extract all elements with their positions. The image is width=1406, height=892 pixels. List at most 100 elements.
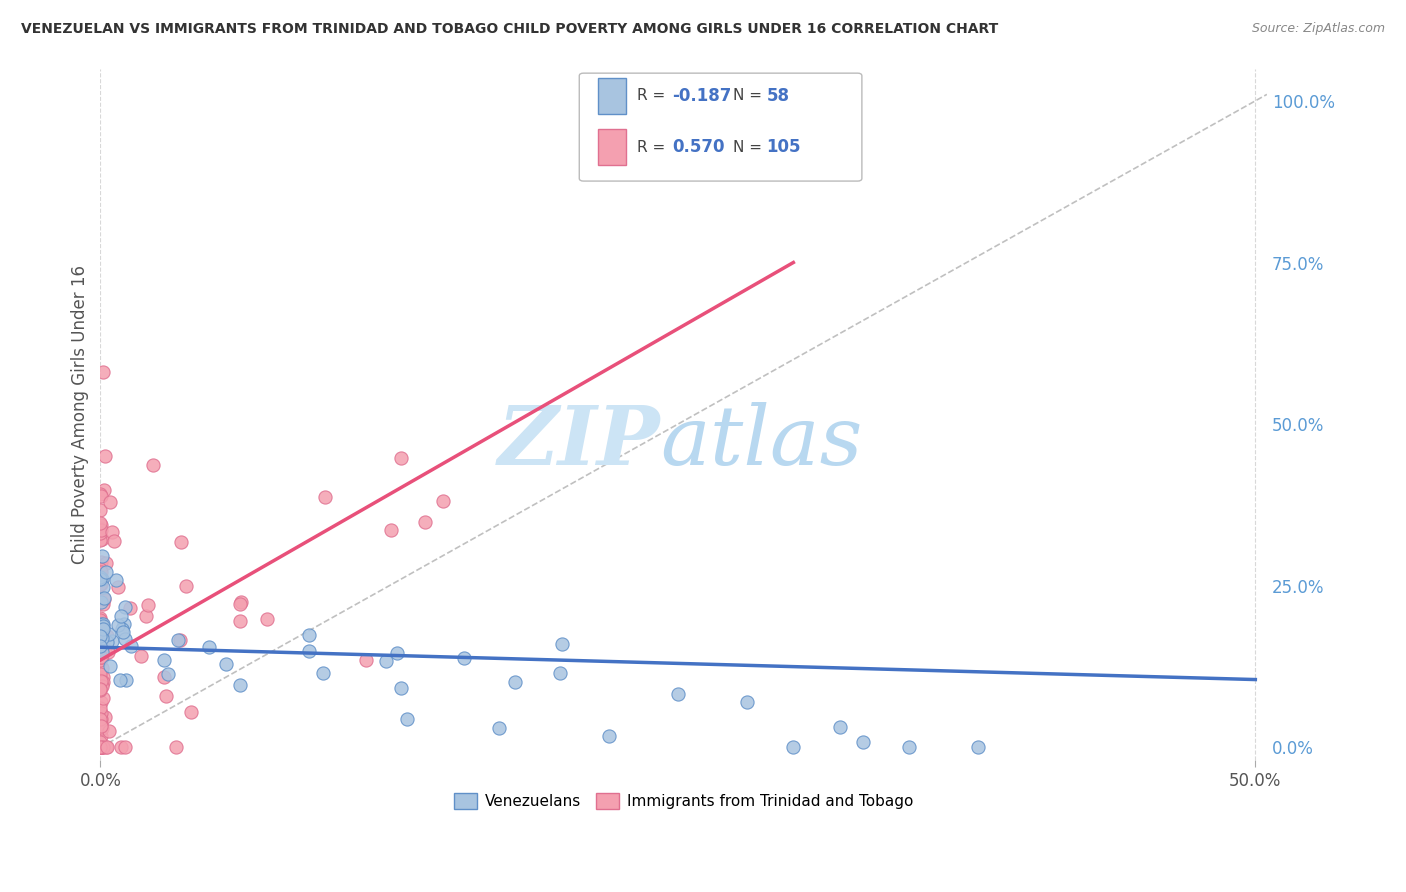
Point <box>114 740 136 755</box>
Text: R =: R = <box>637 88 671 103</box>
Y-axis label: Child Poverty Among Girls Under 16: Child Poverty Among Girls Under 16 <box>72 265 89 564</box>
Point <box>98 494 121 508</box>
Point <box>90 615 112 630</box>
Point <box>100 634 122 648</box>
Point <box>89 653 111 667</box>
Point <box>153 653 176 667</box>
Point <box>90 650 112 665</box>
Point <box>91 670 114 684</box>
Point <box>90 615 112 629</box>
Point <box>96 634 118 648</box>
Point <box>91 635 114 649</box>
Point <box>967 740 990 755</box>
Point <box>91 580 114 594</box>
Point <box>90 679 112 693</box>
Point <box>550 666 572 681</box>
Point <box>153 670 176 684</box>
Point <box>97 645 120 659</box>
Point <box>111 622 134 636</box>
Text: atlas: atlas <box>661 402 863 483</box>
Point <box>91 674 114 689</box>
Point <box>89 740 111 755</box>
Point <box>374 654 396 668</box>
Point <box>90 740 112 755</box>
Point <box>90 624 112 639</box>
Text: ZIP: ZIP <box>498 402 661 483</box>
Text: 0.570: 0.570 <box>672 138 724 156</box>
Point <box>488 721 510 735</box>
Point <box>89 735 111 749</box>
Point <box>89 646 111 660</box>
Point <box>312 666 335 681</box>
Point <box>94 565 117 579</box>
Point <box>110 740 132 755</box>
Point <box>91 598 114 612</box>
Point <box>93 591 115 606</box>
Point <box>89 516 111 530</box>
Point <box>110 609 132 624</box>
Point <box>166 633 188 648</box>
Point <box>90 706 112 721</box>
Point <box>91 532 114 546</box>
Point <box>897 740 920 755</box>
Point <box>135 608 157 623</box>
Text: R =: R = <box>637 140 671 154</box>
Point <box>89 671 111 685</box>
Point <box>89 503 111 517</box>
Point <box>782 740 804 755</box>
Point <box>89 666 111 681</box>
Point <box>396 712 419 726</box>
Point <box>90 695 112 709</box>
Point <box>90 719 112 733</box>
Point <box>105 574 128 588</box>
Point <box>89 613 111 627</box>
Point <box>96 629 118 643</box>
Point <box>229 615 252 629</box>
Point <box>98 658 121 673</box>
Point <box>107 618 129 632</box>
Point <box>94 740 117 755</box>
Point <box>107 580 129 594</box>
Point <box>89 562 111 576</box>
Point <box>91 661 114 675</box>
Point <box>90 517 112 532</box>
Point <box>93 483 115 497</box>
Point <box>118 601 141 615</box>
Text: N =: N = <box>733 140 766 154</box>
Point <box>90 523 112 537</box>
Point <box>94 450 117 464</box>
Text: 105: 105 <box>766 138 801 156</box>
Point <box>503 675 526 690</box>
Point <box>93 591 115 606</box>
Point <box>89 487 111 501</box>
Point <box>180 705 202 719</box>
Point <box>89 629 111 643</box>
Point <box>91 626 114 640</box>
Point <box>90 676 112 690</box>
Point <box>380 523 402 537</box>
Point <box>90 549 112 563</box>
Point <box>120 640 142 654</box>
Point <box>90 490 112 504</box>
Point <box>231 594 253 608</box>
Point <box>89 590 111 604</box>
Point <box>735 695 758 709</box>
Point <box>108 673 131 687</box>
Point <box>89 708 111 723</box>
Point <box>90 712 112 726</box>
Point <box>89 740 111 755</box>
Legend: Venezuelans, Immigrants from Trinidad and Tobago: Venezuelans, Immigrants from Trinidad an… <box>449 787 920 815</box>
Point <box>90 716 112 731</box>
Point <box>89 593 111 607</box>
Point <box>136 599 159 613</box>
Point <box>89 701 111 715</box>
Point <box>142 458 165 472</box>
Point <box>90 555 112 569</box>
Point <box>114 632 136 647</box>
Point <box>89 526 111 541</box>
Point <box>89 521 111 535</box>
Point <box>90 572 112 586</box>
Point <box>89 626 111 640</box>
Point <box>256 612 278 626</box>
Point <box>96 740 118 755</box>
